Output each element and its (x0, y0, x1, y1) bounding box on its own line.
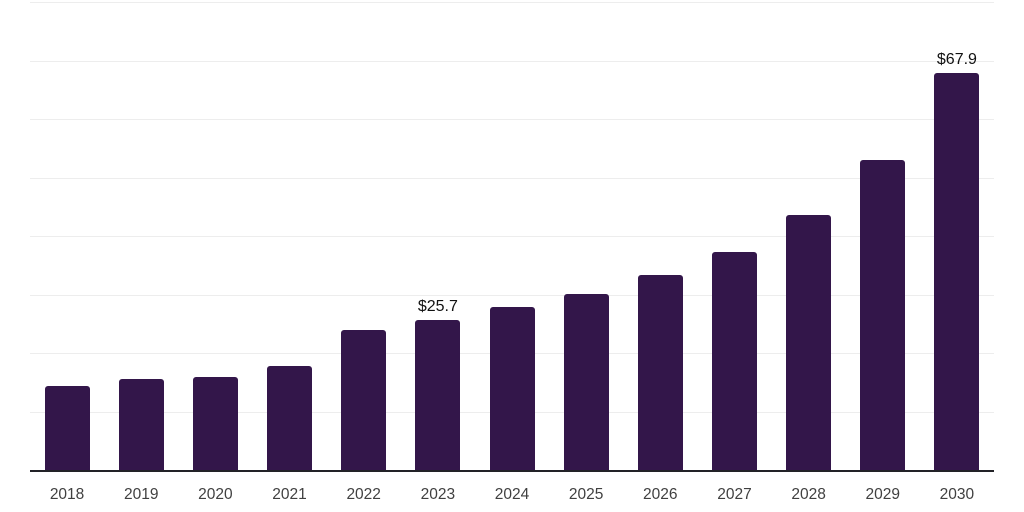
bar-2024 (489, 306, 535, 470)
x-axis-line (30, 470, 994, 472)
gridline (30, 177, 994, 179)
x-tick-label-2028: 2028 (791, 486, 826, 503)
gridline (30, 2, 994, 3)
gridline (30, 236, 994, 237)
bar-2022 (341, 330, 387, 470)
bar-2029 (860, 159, 906, 470)
x-tick-label-2024: 2024 (494, 486, 530, 503)
x-tick-label-2020: 2020 (198, 486, 233, 503)
x-tick-label-2021: 2021 (272, 486, 307, 503)
x-tick-label-2018: 2018 (49, 486, 85, 503)
x-tick-label-2025: 2025 (568, 486, 604, 503)
gridline (30, 60, 994, 62)
x-tick-label-2030: 2030 (939, 486, 975, 503)
bar-2030 (934, 72, 980, 470)
gridline (30, 294, 994, 296)
value-label-2023: $25.7 (417, 297, 458, 315)
bar-2028 (786, 214, 832, 470)
gridline (30, 119, 994, 120)
x-tick-label-2029: 2029 (865, 486, 900, 503)
x-tick-label-2023: 2023 (420, 486, 456, 503)
x-tick-label-2026: 2026 (643, 486, 678, 503)
bar-2023 (415, 319, 461, 470)
x-tick-label-2027: 2027 (717, 486, 752, 503)
bar-2019 (118, 378, 164, 470)
bar-2021 (267, 366, 313, 470)
x-tick-label-2019: 2019 (123, 486, 159, 503)
x-tick-label-2022: 2022 (346, 486, 381, 503)
bar-2027 (711, 251, 757, 470)
bar-2018 (44, 385, 90, 470)
bar-2025 (563, 293, 609, 470)
bar-2026 (637, 275, 683, 470)
bar-2020 (192, 376, 238, 470)
value-label-2030: $67.9 (936, 50, 977, 68)
